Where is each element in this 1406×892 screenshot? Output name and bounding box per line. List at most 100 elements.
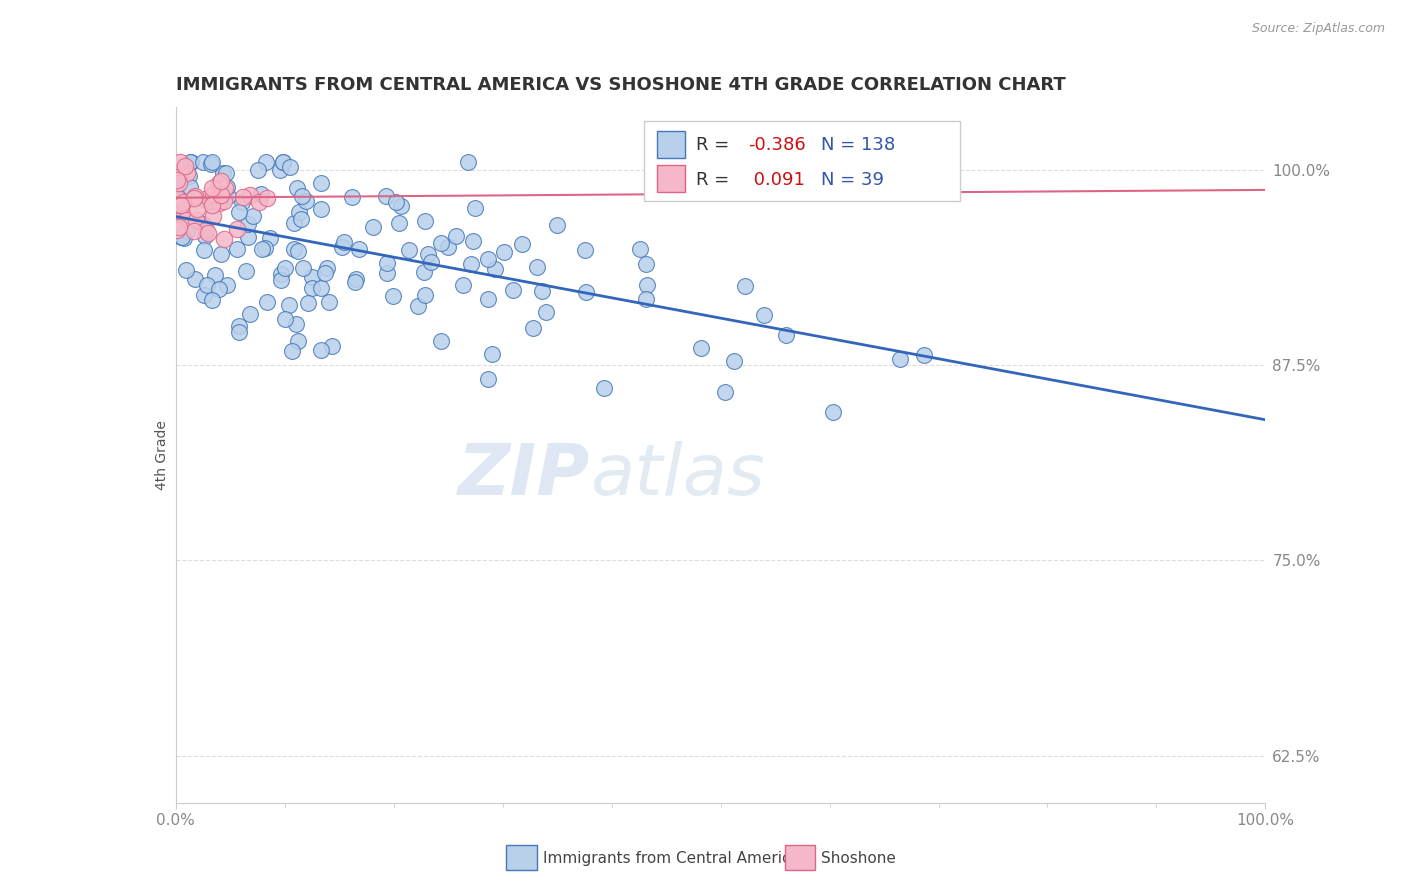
Point [166, 191, 188, 205]
Point [374, 189, 396, 203]
Point [321, 339, 343, 353]
Point [209, 187, 232, 202]
Point [195, 277, 218, 292]
Point [297, 295, 319, 310]
FancyBboxPatch shape [658, 131, 685, 158]
Point [311, 281, 333, 295]
Point [823, 404, 845, 418]
Point [176, 263, 198, 277]
Point [201, 181, 224, 195]
Point [209, 247, 232, 261]
Point [292, 261, 315, 276]
Point [291, 188, 314, 202]
Point [274, 311, 297, 326]
Point [274, 261, 297, 276]
Point [713, 385, 735, 400]
Point [752, 308, 775, 322]
Point [361, 220, 384, 235]
Point [174, 212, 197, 227]
Point [212, 194, 235, 208]
Point [204, 268, 226, 282]
Point [464, 201, 486, 215]
Point [228, 325, 250, 339]
Point [912, 348, 935, 362]
Point [309, 343, 332, 358]
Point [166, 178, 188, 192]
Point [176, 166, 198, 180]
Point [530, 284, 553, 298]
Point [451, 278, 474, 293]
Point [176, 224, 198, 238]
Point [193, 243, 215, 257]
Text: R =: R = [696, 136, 734, 153]
Point [636, 257, 658, 271]
Point [309, 202, 332, 216]
Point [723, 354, 745, 368]
Point [344, 276, 367, 290]
Point [406, 299, 429, 313]
Point [238, 230, 260, 244]
Point [231, 195, 253, 210]
Text: Immigrants from Central America: Immigrants from Central America [543, 851, 800, 865]
Point [208, 282, 231, 296]
Point [217, 179, 239, 194]
Point [239, 307, 262, 321]
Point [889, 351, 911, 366]
Point [290, 211, 312, 226]
Point [242, 209, 264, 223]
Point [166, 200, 188, 214]
Point [173, 159, 195, 173]
Point [477, 372, 499, 386]
Point [193, 154, 215, 169]
Point [209, 174, 232, 188]
Point [173, 231, 195, 245]
Point [301, 281, 323, 295]
Point [256, 294, 278, 309]
Point [238, 217, 260, 231]
Point [398, 243, 420, 257]
Point [214, 165, 236, 179]
Point [484, 261, 506, 276]
Point [332, 240, 354, 254]
Point [636, 293, 658, 307]
Point [184, 271, 207, 285]
Point [169, 154, 191, 169]
Point [628, 243, 651, 257]
Point [228, 205, 250, 219]
Point [287, 244, 309, 259]
Point [201, 194, 224, 209]
Point [214, 181, 236, 195]
Point [194, 192, 217, 206]
Point [420, 255, 443, 269]
FancyBboxPatch shape [644, 121, 960, 201]
Point [226, 242, 249, 256]
Point [318, 294, 340, 309]
Point [252, 242, 274, 256]
Point [636, 277, 658, 292]
Text: 0.091: 0.091 [748, 171, 804, 189]
Point [277, 298, 299, 312]
Point [295, 194, 318, 208]
Text: atlas: atlas [591, 442, 765, 510]
Point [195, 223, 218, 237]
Point [283, 216, 305, 230]
Point [183, 224, 205, 238]
Point [256, 154, 278, 169]
Point [388, 216, 411, 230]
Point [457, 154, 479, 169]
Point [344, 271, 367, 285]
Point [413, 288, 436, 302]
Point [165, 198, 187, 212]
Point [201, 187, 224, 202]
Point [389, 199, 412, 213]
Point [278, 161, 301, 175]
Point [247, 194, 270, 209]
Point [172, 205, 194, 219]
Point [167, 219, 190, 234]
Point [197, 227, 219, 241]
Point [287, 334, 309, 348]
Point [235, 263, 257, 277]
Point [285, 180, 308, 194]
Point [259, 231, 281, 245]
Point [477, 252, 499, 267]
